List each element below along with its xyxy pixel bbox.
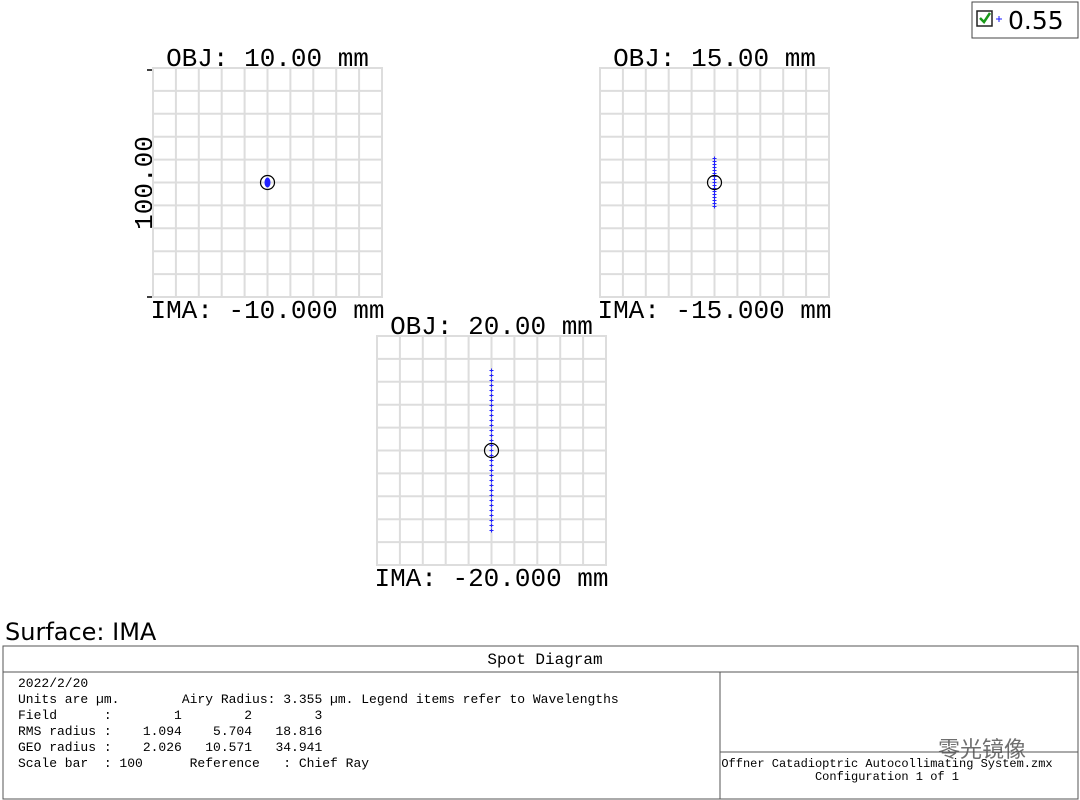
surface-label: Surface: IMA: [5, 618, 157, 646]
ray-spots: [489, 368, 494, 533]
obj-label: OBJ: 15.00 mm: [613, 44, 816, 74]
file-name: Offner Catadioptric Autocollimating Syst…: [721, 757, 1052, 771]
airy-disk: [259, 174, 276, 191]
obj-label: OBJ: 20.00 mm: [390, 312, 593, 342]
ima-label: IMA: -10.000 mm: [150, 296, 384, 326]
legend-label: 0.55: [1008, 6, 1064, 35]
airy-disk: [706, 174, 723, 191]
info-line: Units are µm. Airy Radius: 3.355 µm. Leg…: [18, 692, 619, 707]
ray-spots: [712, 156, 717, 209]
info-line: 2022/2/20: [18, 676, 88, 691]
obj-label: OBJ: 10.00 mm: [166, 44, 369, 74]
info-line: Scale bar : 100 Reference : Chief Ray: [18, 756, 369, 771]
airy-disk: [483, 442, 500, 459]
ima-label: IMA: -20.000 mm: [374, 564, 608, 594]
legend-symbol: [996, 16, 1002, 22]
ima-label: IMA: -15.000 mm: [597, 296, 831, 326]
info-line: Field : 1 2 3: [18, 708, 322, 723]
spot-plot: OBJ: 20.00 mm IMA: -20.000 mm: [374, 312, 608, 594]
configuration: Configuration 1 of 1: [815, 770, 959, 784]
info-line: GEO radius : 2.026 10.571 34.941: [18, 740, 322, 755]
ray-spot: [264, 177, 271, 188]
spot-plot: OBJ: 15.00 mm IMA: -15.000 mm: [597, 44, 831, 326]
footer-title: Spot Diagram: [487, 651, 602, 669]
spot-plot: OBJ: 10.00 mm IMA: -10.000 mm: [150, 44, 384, 326]
check-mark: [979, 12, 992, 24]
watermark: 零光镜像: [938, 738, 1026, 763]
info-line: RMS radius : 1.094 5.704 18.816: [18, 724, 322, 739]
